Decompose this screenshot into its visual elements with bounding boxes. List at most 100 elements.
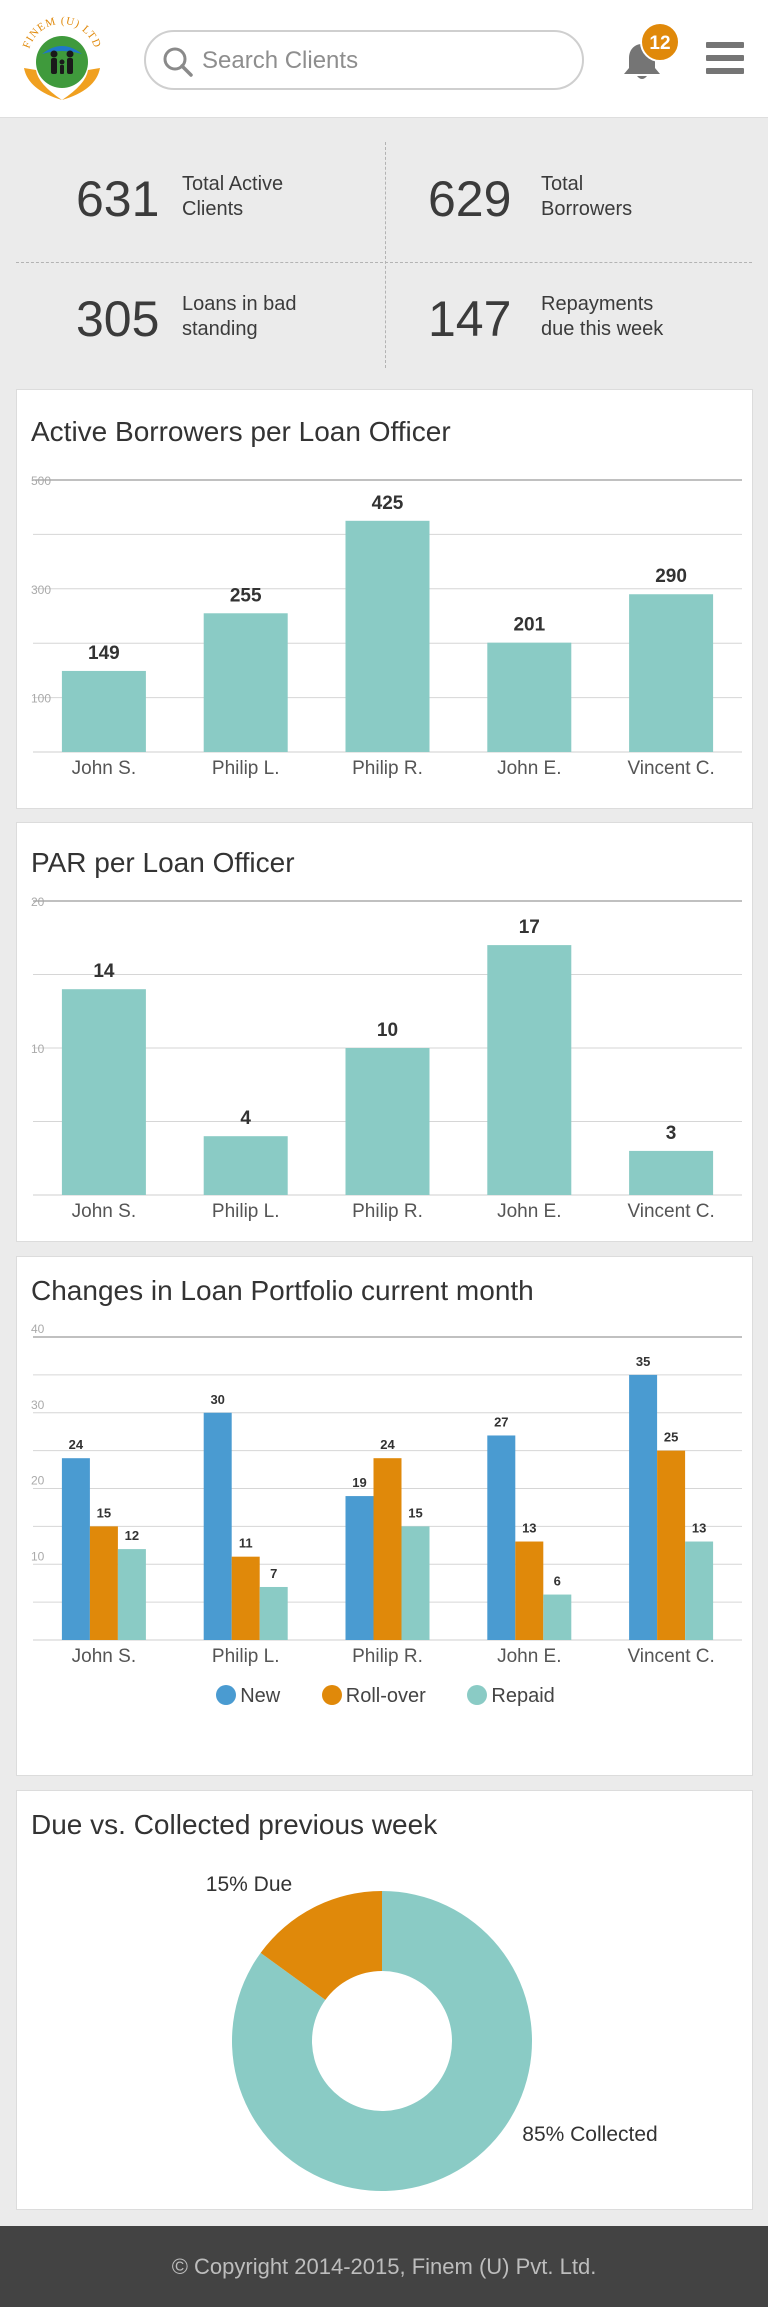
stat-total-borrowers[interactable]: 629 Total Borrowers (16, 142, 752, 255)
bar-value-label: 4 (240, 1108, 251, 1129)
legend-label: Repaid (491, 1685, 555, 1707)
legend-item-rollover[interactable]: Roll-over (321, 1685, 426, 1708)
chart-card-portfolio-changes: Changes in Loan Portfolio current month … (16, 1256, 753, 1776)
bar-new (61, 1458, 90, 1640)
y-tick-label: 500 (31, 474, 51, 488)
chart-title: Changes in Loan Portfolio current month (31, 1275, 534, 1306)
bar-repaid (117, 1549, 146, 1640)
bar-value-label: 27 (494, 1414, 508, 1429)
bar-value-label: 290 (655, 566, 687, 587)
y-tick-label: 100 (31, 692, 51, 706)
x-category-label: Philip L. (212, 758, 280, 779)
bar-new (487, 1435, 516, 1640)
legend-item-new[interactable]: New (216, 1685, 280, 1708)
x-category-label: Philip L. (212, 1201, 280, 1222)
chart-title: Active Borrowers per Loan Officer (31, 416, 451, 447)
bar-roll-over (231, 1556, 260, 1640)
y-tick-label: 10 (31, 1549, 45, 1563)
bar (61, 670, 146, 752)
bar (61, 989, 146, 1195)
due-collected-donut-chart: 15% Due 85% Collected (206, 1873, 658, 2191)
bar-value-label: 11 (239, 1536, 253, 1551)
bar (203, 1136, 288, 1195)
chart-title: PAR per Loan Officer (31, 847, 295, 878)
x-category-label: Philip R. (352, 1646, 423, 1667)
bar-value-label: 35 (636, 1354, 650, 1369)
search-icon (163, 47, 193, 77)
stat-label: Total Active Clients (182, 173, 284, 220)
bar (345, 520, 430, 752)
bar-value-label: 425 (372, 493, 404, 514)
bar-value-label: 6 (554, 1574, 561, 1589)
bar-repaid (543, 1594, 572, 1640)
chart-legend: New Roll-over Repaid (17, 1685, 754, 1708)
y-tick-label: 20 (31, 1474, 45, 1488)
stat-repayments-due[interactable]: 147 Repayments due this week (16, 262, 752, 375)
bar-roll-over (515, 1541, 544, 1640)
stats-divider-vertical (385, 142, 386, 368)
bar-new (203, 1412, 232, 1640)
x-category-label: Philip R. (352, 1201, 423, 1222)
y-tick-label: 300 (31, 583, 51, 597)
bar-repaid (401, 1526, 430, 1640)
bar-roll-over (657, 1450, 686, 1640)
y-tick-label: 20 (31, 895, 45, 909)
donut-slice (231, 1891, 532, 2191)
stats-panel: 631 Total Active Clients 629 Total Borro… (16, 142, 752, 368)
stats-divider-horizontal (16, 262, 752, 263)
bar-repaid (685, 1541, 714, 1640)
hamburger-menu-icon[interactable] (706, 42, 746, 76)
footer: © Copyright 2014-2015, Finem (U) Pvt. Lt… (0, 2226, 768, 2307)
legend-dot (216, 1685, 237, 1705)
bar (345, 1048, 430, 1195)
x-category-label: John S. (72, 758, 136, 779)
bar-roll-over (89, 1526, 118, 1640)
bar-new (345, 1496, 374, 1640)
legend-label: Roll-over (345, 1685, 426, 1707)
y-tick-label: 30 (31, 1398, 45, 1412)
chart-card-active-borrowers: Active Borrowers per Loan Officer 100 300… (16, 389, 753, 809)
stat-value: 305 (76, 291, 160, 347)
bar-value-label: 19 (352, 1475, 366, 1490)
bar-value-label: 149 (88, 643, 120, 664)
bar-value-label: 24 (69, 1437, 84, 1452)
logo-icon[interactable]: FINEM (U) LTD (18, 14, 106, 106)
legend-item-repaid[interactable]: Repaid (467, 1685, 555, 1708)
bar-value-label: 13 (692, 1521, 706, 1536)
legend-dot (321, 1685, 342, 1705)
bar (629, 1150, 714, 1195)
bar-value-label: 14 (93, 961, 115, 982)
stat-loans-bad-standing[interactable]: 305 Loans in bad standing (16, 262, 384, 375)
search-bar[interactable] (144, 30, 584, 90)
bar-value-label: 15 (97, 1505, 111, 1520)
bar-value-label: 201 (513, 615, 545, 636)
bar-value-label: 13 (522, 1521, 536, 1536)
bar (487, 945, 572, 1195)
bar-value-label: 17 (519, 917, 540, 938)
x-category-label: Vincent C. (627, 758, 714, 779)
bar (203, 613, 288, 752)
bar-value-label: 3 (666, 1123, 677, 1144)
bar (629, 594, 714, 752)
chart-title: Due vs. Collected previous week (31, 1809, 438, 1840)
donut-slice (260, 1891, 382, 2000)
par-chart: 10 20 14 John S. 4 Philip L. 10 Philip R. 17 John… (31, 895, 742, 1222)
search-input[interactable] (202, 42, 562, 80)
stat-label: Loans in bad standing (182, 293, 297, 340)
chart-card-due-collected: Due vs. Collected previous week 15% Due 8… (16, 1790, 753, 2210)
stat-label: Total Borrowers (541, 173, 633, 220)
bar-value-label: 255 (230, 585, 262, 606)
y-tick-label: 10 (31, 1042, 45, 1056)
x-category-label: John E. (497, 1646, 561, 1667)
active-borrowers-chart: 100 300 500 149 John S. 255 Philip L. 425 Philip… (31, 474, 742, 779)
notification-badge[interactable]: 12 (640, 22, 680, 62)
x-category-label: Philip R. (352, 758, 423, 779)
stat-total-active-clients[interactable]: 631 Total Active Clients (16, 142, 384, 255)
bar-value-label: 30 (210, 1392, 224, 1407)
bar-repaid (259, 1586, 288, 1640)
x-category-label: John S. (72, 1201, 136, 1222)
y-tick-label: 40 (31, 1322, 45, 1336)
x-category-label: Philip L. (212, 1646, 280, 1667)
app-header: FINEM (U) LTD 12 (0, 0, 768, 118)
x-category-label: Vincent C. (627, 1646, 714, 1667)
